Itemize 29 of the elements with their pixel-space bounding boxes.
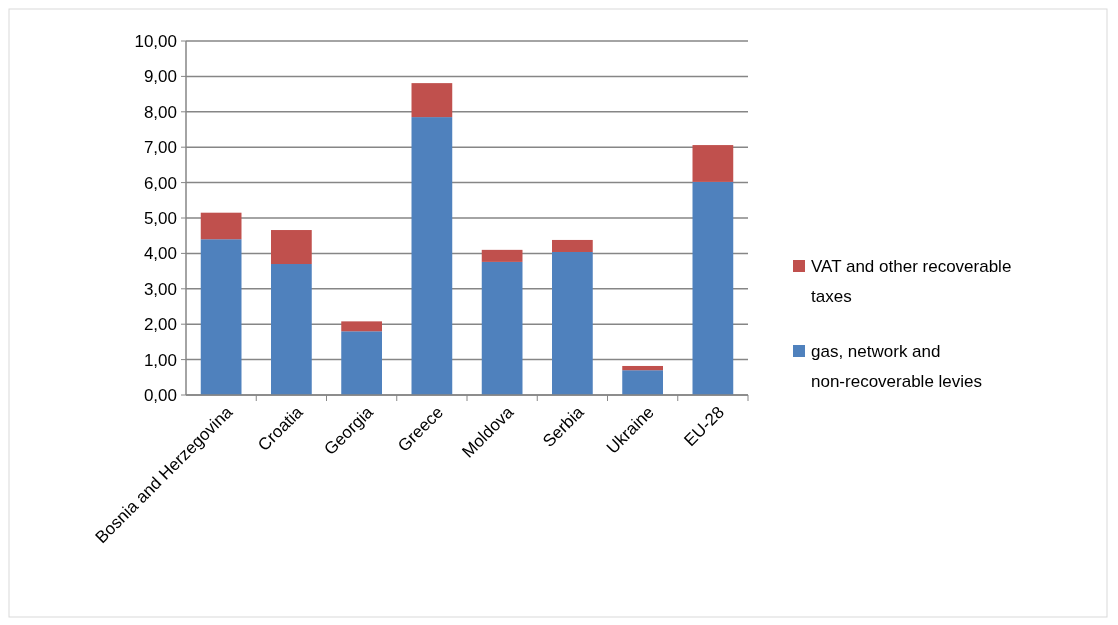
bar <box>692 181 734 395</box>
bar <box>411 117 453 395</box>
y-tick-label: 1,00 <box>143 350 177 370</box>
y-tick-label: 6,00 <box>143 173 177 193</box>
y-tick-label: 2,00 <box>143 315 177 335</box>
y-tick-label: 4,00 <box>143 244 177 264</box>
bar <box>552 251 593 395</box>
legend-label: gas, network and non-recoverable levies <box>811 341 983 391</box>
bar <box>341 321 382 332</box>
y-tick-label: 7,00 <box>143 138 177 158</box>
bar <box>200 212 242 240</box>
bar <box>622 365 663 371</box>
bar <box>271 264 312 395</box>
bar <box>622 370 663 395</box>
bar <box>271 230 312 265</box>
bar <box>481 261 523 395</box>
y-tick-label: 0,00 <box>143 385 177 405</box>
bar <box>200 239 242 395</box>
y-tick-label: 10,00 <box>134 31 177 51</box>
y-tick-label: 8,00 <box>143 102 177 122</box>
y-tick-label: 3,00 <box>143 279 177 299</box>
bar <box>341 331 382 395</box>
legend-label: VAT and other recoverable taxes <box>811 256 1012 306</box>
bar <box>552 239 593 252</box>
bar <box>692 145 734 182</box>
bar <box>481 249 523 262</box>
y-tick-label: 9,00 <box>143 67 177 87</box>
y-tick-label: 5,00 <box>143 208 177 228</box>
bar <box>411 83 453 118</box>
